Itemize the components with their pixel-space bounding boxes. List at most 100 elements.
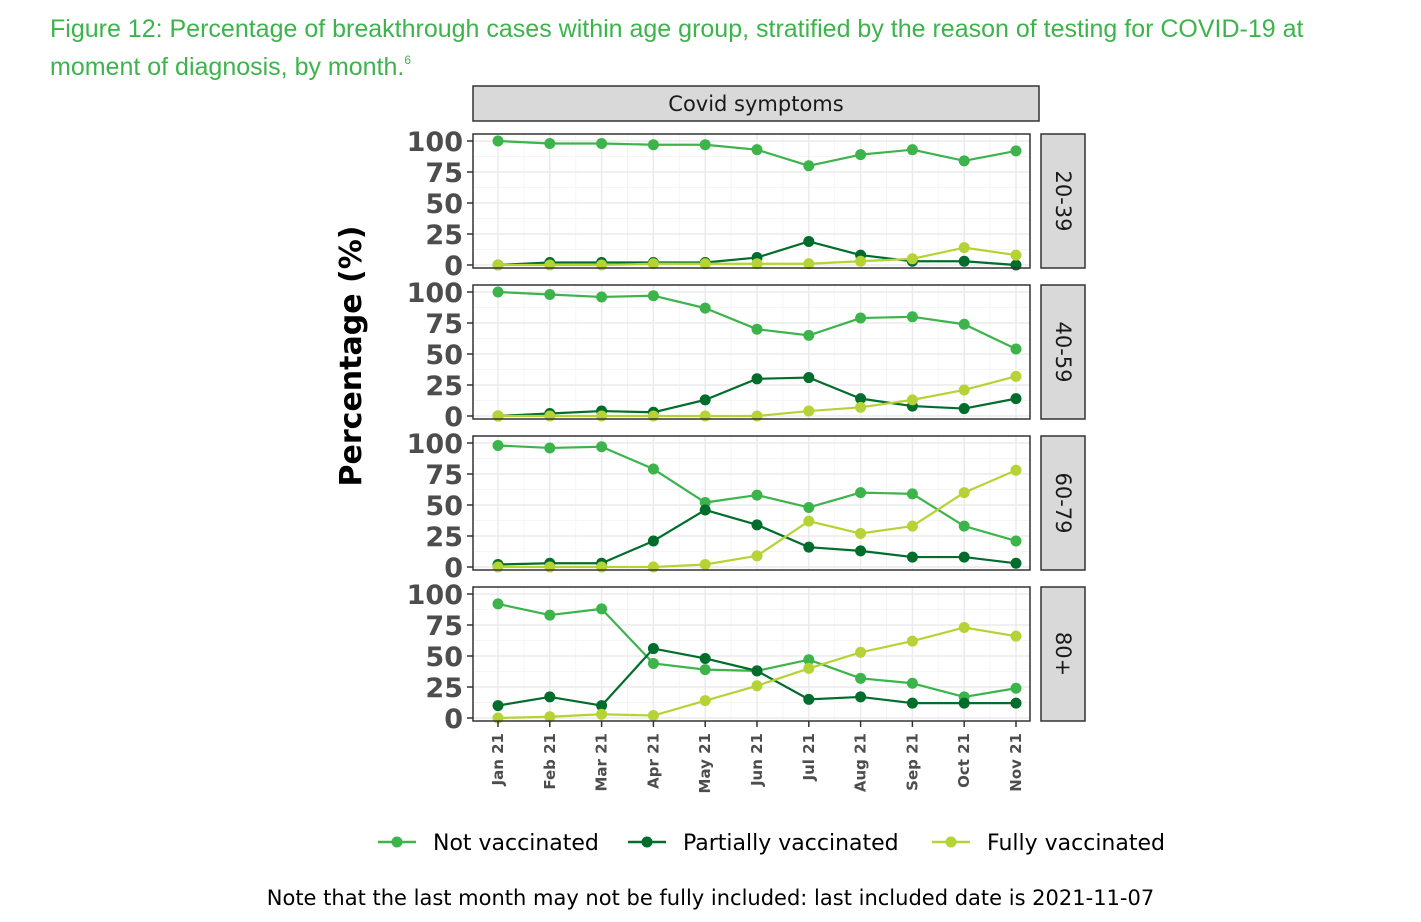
data-point <box>596 708 608 720</box>
x-axis-ticks: Jan 21 Feb 21 Mar 21 Apr 21 May 21 Jun 21 Jul … <box>489 721 1025 793</box>
data-point <box>803 654 815 666</box>
faceted-line-chart: Covid symptoms Percentage (%) 0255075100… <box>334 85 1165 856</box>
data-point <box>596 137 608 149</box>
data-point <box>647 139 659 151</box>
y-tick-label: 25 <box>425 673 463 704</box>
series-fully-vaccinated <box>492 464 1022 573</box>
data-point <box>544 410 556 422</box>
data-point <box>492 598 504 610</box>
data-point <box>958 403 970 415</box>
legend-key-point <box>391 836 403 848</box>
data-point <box>647 710 659 722</box>
data-point <box>855 672 867 684</box>
data-point <box>906 697 918 709</box>
facet-strip-top: Covid symptoms <box>472 85 1040 122</box>
x-tick-label: Mar 21 <box>593 733 611 792</box>
data-point <box>958 621 970 633</box>
y-tick-label: 0 <box>444 402 463 433</box>
data-point <box>906 677 918 689</box>
data-point <box>647 561 659 573</box>
data-point <box>751 258 763 270</box>
legend: Not vaccinated Partially vaccinated Fully … <box>378 831 1165 856</box>
y-tick-label: 100 <box>407 580 463 611</box>
y-tick-label: 100 <box>407 127 463 158</box>
x-tick-label: Feb 21 <box>541 733 559 790</box>
x-tick-label: Nov 21 <box>1007 733 1025 792</box>
facet-strip-right <box>1040 284 1086 420</box>
panel-background <box>473 134 1030 268</box>
data-point <box>958 551 970 563</box>
footnote-mark: 6 <box>404 53 412 67</box>
data-point <box>647 657 659 669</box>
data-point <box>544 711 556 723</box>
data-point <box>855 255 867 267</box>
data-point <box>699 258 711 270</box>
data-point <box>906 551 918 563</box>
y-tick-label: 50 <box>425 491 463 522</box>
data-point <box>492 259 504 271</box>
data-point <box>596 441 608 453</box>
facet-strip-right <box>1040 435 1086 571</box>
y-tick-label: 0 <box>444 704 463 735</box>
data-point <box>855 545 867 557</box>
data-point <box>958 697 970 709</box>
series-partially-vaccinated <box>492 643 1022 712</box>
series-fully-vaccinated <box>492 621 1022 724</box>
legend-item-not-vaccinated: Not vaccinated <box>378 831 599 856</box>
data-point <box>906 520 918 532</box>
data-point <box>855 149 867 161</box>
data-point <box>803 405 815 417</box>
y-tick-label: 0 <box>444 251 463 282</box>
data-point <box>647 410 659 422</box>
data-point <box>958 155 970 167</box>
x-tick-label: Jun 21 <box>748 733 766 787</box>
data-point <box>699 410 711 422</box>
facet-strip-label: 80+ <box>1051 632 1075 676</box>
data-point <box>544 691 556 703</box>
data-point <box>544 288 556 300</box>
figure-caption: Figure 12: Percentage of breakthrough ca… <box>50 14 1380 83</box>
y-tick-label: 50 <box>425 340 463 371</box>
data-point <box>699 302 711 314</box>
data-point <box>803 160 815 172</box>
data-point <box>751 489 763 501</box>
data-point <box>492 135 504 147</box>
facet-strip-label: 40-59 <box>1051 321 1075 382</box>
data-point <box>699 504 711 516</box>
facet-strip-right <box>1040 133 1086 269</box>
data-point <box>544 137 556 149</box>
x-tick-label: Jan 21 <box>489 733 507 786</box>
data-point <box>596 700 608 712</box>
data-point <box>596 410 608 422</box>
data-point <box>855 312 867 324</box>
data-point <box>803 258 815 270</box>
caption-text: Figure 12: Percentage of breakthrough ca… <box>50 15 1304 81</box>
data-point <box>958 487 970 499</box>
data-point <box>855 393 867 405</box>
y-tick-label: 25 <box>425 371 463 402</box>
legend-label: Partially vaccinated <box>683 831 899 856</box>
panel-border <box>472 435 1031 571</box>
data-point <box>751 519 763 531</box>
data-point <box>803 662 815 674</box>
data-point <box>751 665 763 677</box>
data-point <box>699 652 711 664</box>
data-point <box>906 311 918 323</box>
data-point <box>855 528 867 540</box>
data-point <box>958 242 970 254</box>
data-point <box>596 259 608 271</box>
data-point <box>1010 535 1022 547</box>
legend-item-partially-vaccinated: Partially vaccinated <box>628 831 899 856</box>
data-point <box>1010 682 1022 694</box>
facet-strip-right <box>1040 586 1086 722</box>
data-point <box>647 643 659 655</box>
legend-label: Not vaccinated <box>433 831 599 856</box>
data-point <box>751 323 763 335</box>
y-tick-label: 0 <box>444 553 463 584</box>
panel-border <box>472 133 1031 269</box>
x-tick-label: Apr 21 <box>644 733 662 789</box>
y-tick-label: 100 <box>407 278 463 309</box>
data-point <box>647 290 659 302</box>
